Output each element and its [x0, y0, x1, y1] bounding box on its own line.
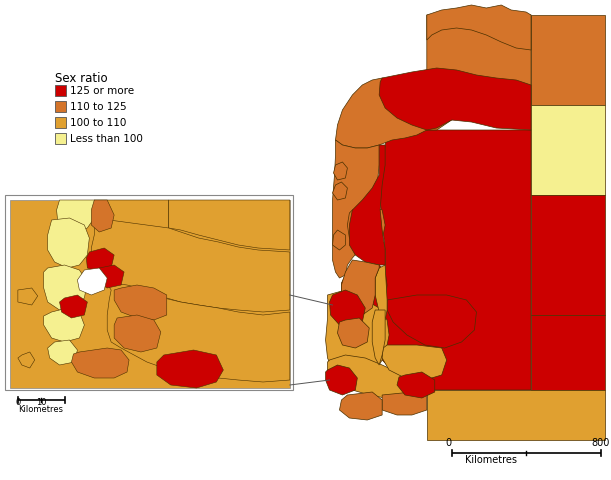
Polygon shape — [531, 105, 606, 195]
Polygon shape — [337, 318, 369, 348]
Bar — [5, 195, 293, 390]
Text: 110 to 125: 110 to 125 — [70, 101, 127, 111]
Polygon shape — [332, 140, 379, 278]
Polygon shape — [78, 268, 107, 295]
Polygon shape — [379, 130, 531, 390]
Polygon shape — [91, 218, 290, 312]
Polygon shape — [97, 265, 124, 288]
Polygon shape — [531, 315, 606, 390]
Polygon shape — [397, 372, 435, 398]
Polygon shape — [427, 15, 531, 130]
Polygon shape — [10, 200, 290, 388]
Text: 0: 0 — [445, 438, 452, 448]
Text: Kilometres: Kilometres — [466, 455, 518, 465]
Bar — [54, 85, 65, 96]
Polygon shape — [387, 295, 477, 348]
Text: Less than 100: Less than 100 — [70, 133, 144, 144]
Text: 100 to 110: 100 to 110 — [70, 118, 127, 128]
Bar — [54, 101, 65, 112]
Polygon shape — [114, 315, 161, 352]
Polygon shape — [342, 260, 379, 315]
Polygon shape — [531, 195, 606, 315]
Polygon shape — [59, 295, 87, 318]
Polygon shape — [348, 205, 385, 248]
Bar — [54, 133, 65, 144]
Polygon shape — [329, 290, 365, 328]
Polygon shape — [427, 390, 606, 440]
Polygon shape — [382, 345, 447, 380]
Polygon shape — [326, 365, 357, 395]
Polygon shape — [86, 248, 114, 272]
Polygon shape — [48, 218, 89, 268]
Bar — [54, 117, 65, 128]
Polygon shape — [379, 68, 531, 130]
Polygon shape — [57, 200, 94, 232]
Polygon shape — [104, 282, 290, 382]
Polygon shape — [18, 352, 35, 368]
Polygon shape — [332, 182, 348, 200]
Polygon shape — [157, 350, 224, 388]
Polygon shape — [335, 78, 427, 148]
Polygon shape — [327, 355, 427, 398]
Polygon shape — [94, 200, 169, 235]
Text: 800: 800 — [591, 438, 610, 448]
Polygon shape — [342, 265, 387, 318]
Polygon shape — [326, 290, 389, 380]
Polygon shape — [169, 200, 290, 250]
Polygon shape — [349, 145, 385, 265]
Polygon shape — [382, 390, 432, 415]
Text: 125 or more: 125 or more — [70, 85, 134, 96]
Polygon shape — [114, 285, 167, 320]
Polygon shape — [332, 230, 345, 250]
Polygon shape — [48, 340, 78, 365]
Polygon shape — [340, 392, 382, 420]
Text: 10: 10 — [36, 398, 46, 407]
Text: 0: 0 — [15, 398, 21, 407]
Text: Kilometres: Kilometres — [18, 405, 63, 414]
Polygon shape — [91, 200, 114, 232]
Polygon shape — [334, 162, 348, 180]
Polygon shape — [375, 265, 387, 320]
Polygon shape — [43, 265, 87, 310]
Polygon shape — [18, 288, 38, 305]
Polygon shape — [71, 348, 129, 378]
Text: Sex ratio: Sex ratio — [54, 72, 107, 85]
Polygon shape — [43, 308, 84, 342]
Polygon shape — [372, 310, 385, 365]
Polygon shape — [427, 5, 531, 50]
Polygon shape — [531, 15, 606, 105]
